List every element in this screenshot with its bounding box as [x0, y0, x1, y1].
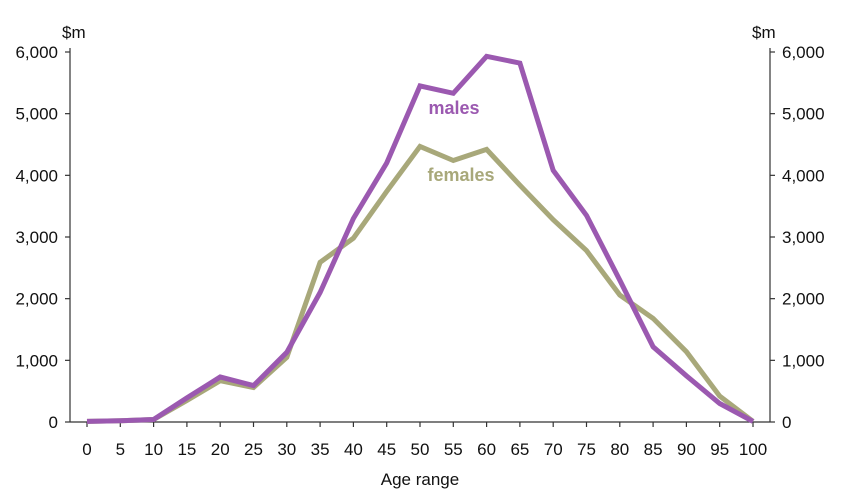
axes	[65, 48, 775, 427]
x-tick-label: 40	[344, 440, 363, 459]
x-tick-label: 20	[211, 440, 230, 459]
right-y-tick-label: 2,000	[782, 290, 825, 309]
right-y-tick-label: 3,000	[782, 228, 825, 247]
x-tick-label: 70	[544, 440, 563, 459]
series-line-females	[86, 143, 755, 424]
x-tick-label: 15	[177, 440, 196, 459]
x-tick-label: 50	[411, 440, 430, 459]
x-tick-label: 25	[244, 440, 263, 459]
series-lines	[86, 53, 755, 424]
series-label-males: males	[428, 98, 479, 118]
x-tick-label: 75	[577, 440, 596, 459]
left-y-tick-label: 1,000	[15, 351, 58, 370]
right-y-tick-label: 1,000	[782, 351, 825, 370]
right-y-tick-label: 5,000	[782, 105, 825, 124]
x-axis-label: Age range	[381, 470, 459, 489]
right-y-tick-label: 0	[782, 413, 791, 432]
right-y-tick-label: 4,000	[782, 166, 825, 185]
left-y-tick-labels: 0 1,000 2,000 3,000 4,000 5,000 6,000	[15, 43, 58, 432]
left-y-tick-label: 3,000	[15, 228, 58, 247]
right-y-unit-label: $m	[752, 23, 776, 42]
right-y-tick-labels: 0 1,000 2,000 3,000 4,000 5,000 6,000	[782, 43, 825, 432]
x-tick-labels: 0 5 10 15 20 25 30 35 40 45 50 55 60 65 70 75 80 85 90 95 10…	[82, 440, 767, 459]
x-tick-label: 85	[644, 440, 663, 459]
x-tick-label: 60	[477, 440, 496, 459]
series-line-males	[86, 53, 755, 424]
x-tick-label: 95	[710, 440, 729, 459]
x-tick-label: 35	[311, 440, 330, 459]
left-y-tick-label: 0	[49, 413, 58, 432]
left-y-tick-label: 6,000	[15, 43, 58, 62]
x-tick-label: 45	[377, 440, 396, 459]
x-tick-label: 90	[677, 440, 696, 459]
left-y-tick-label: 4,000	[15, 166, 58, 185]
left-y-unit-label: $m	[62, 23, 86, 42]
x-tick-label: 65	[510, 440, 529, 459]
right-y-tick-label: 6,000	[782, 43, 825, 62]
x-tick-label: 0	[82, 440, 91, 459]
x-tick-label: 30	[277, 440, 296, 459]
series-label-females: females	[427, 165, 494, 185]
x-tick-label: 100	[739, 440, 767, 459]
left-y-tick-label: 5,000	[15, 105, 58, 124]
x-tick-label: 55	[444, 440, 463, 459]
x-tick-label: 10	[144, 440, 163, 459]
left-y-tick-label: 2,000	[15, 290, 58, 309]
x-tick-label: 80	[610, 440, 629, 459]
x-tick-label: 5	[116, 440, 125, 459]
